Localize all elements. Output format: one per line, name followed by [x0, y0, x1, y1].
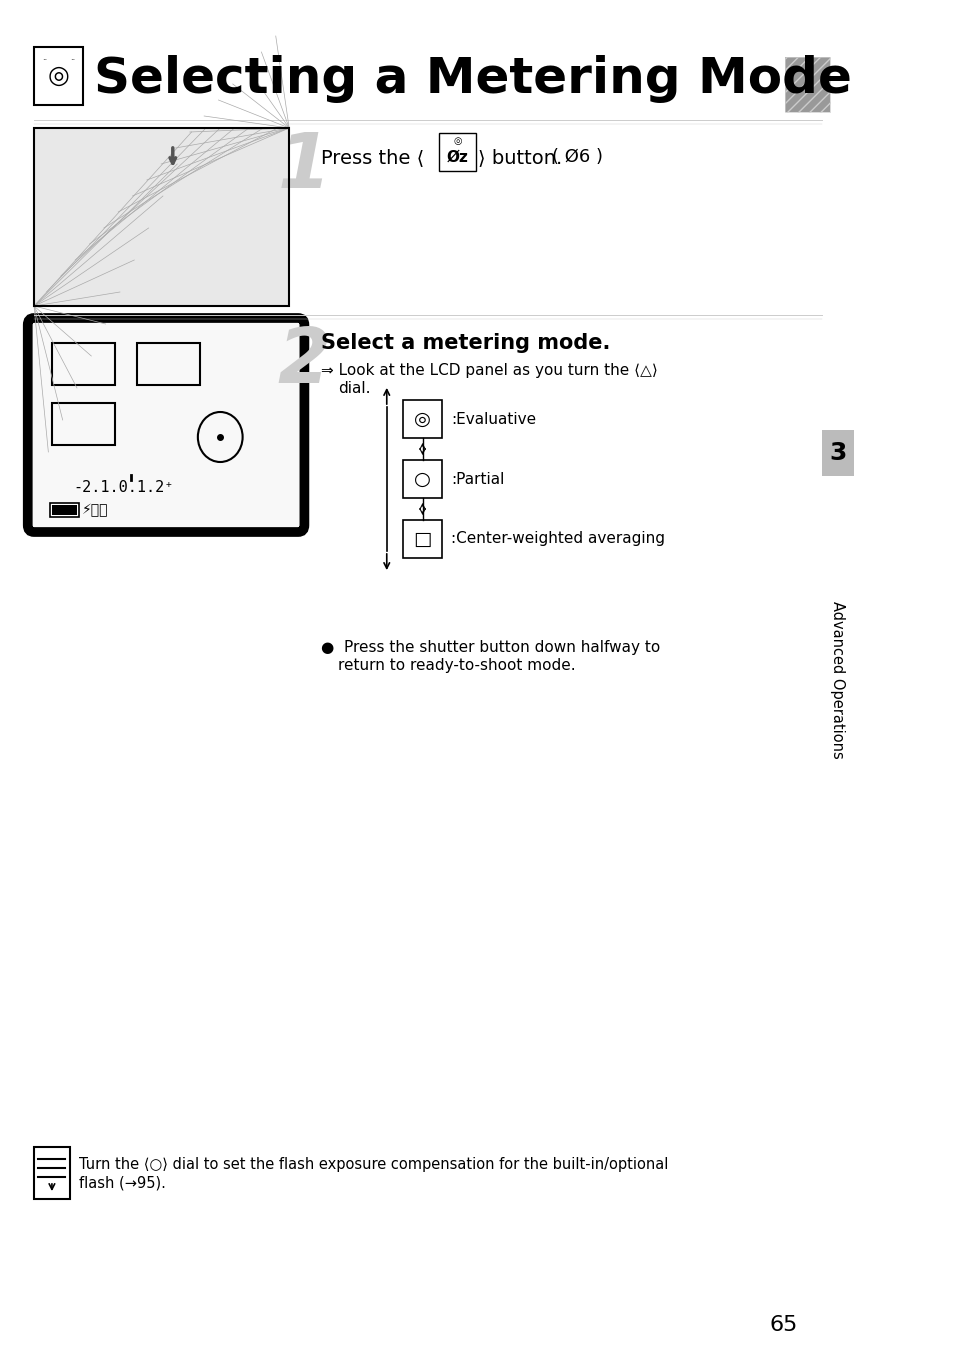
Bar: [402, 401, 442, 438]
Text: Press the ⟨: Press the ⟨: [320, 148, 423, 167]
Bar: [137, 343, 199, 384]
Text: □: □: [413, 530, 432, 549]
FancyBboxPatch shape: [28, 318, 304, 532]
Text: Turn the ⟨○⟩ dial to set the flash exposure compensation for the built-in/option: Turn the ⟨○⟩ dial to set the flash expos…: [79, 1157, 667, 1172]
Text: ⇒ Look at the LCD panel as you turn the ⟨△⟩: ⇒ Look at the LCD panel as you turn the …: [320, 363, 657, 378]
Text: 2: 2: [277, 325, 331, 399]
Text: ○: ○: [414, 469, 431, 488]
Bar: [51, 503, 79, 517]
Text: ◎: ◎: [453, 136, 461, 146]
Bar: [402, 519, 442, 558]
Text: 1: 1: [277, 130, 331, 204]
Bar: [784, 57, 829, 112]
Text: dial.: dial.: [338, 380, 371, 397]
Bar: [51, 343, 114, 384]
Bar: [34, 1147, 70, 1199]
Text: ⟩ button.: ⟩ button.: [477, 148, 561, 167]
Text: ●  Press the shutter button down halfway to: ● Press the shutter button down halfway …: [320, 639, 659, 656]
Bar: [438, 134, 476, 171]
Text: Advanced Operations: Advanced Operations: [830, 602, 844, 759]
Bar: [34, 47, 83, 105]
Bar: [784, 57, 829, 112]
Text: :Partial: :Partial: [451, 472, 504, 487]
Text: ( Ø6 ): ( Ø6 ): [552, 148, 602, 166]
Text: Selecting a Metering Mode: Selecting a Metering Mode: [94, 55, 851, 103]
Text: flash (→95).: flash (→95).: [79, 1175, 166, 1190]
Text: :Evaluative: :Evaluative: [451, 411, 536, 426]
Text: ⚡ＹＺ: ⚡ＹＺ: [82, 503, 108, 517]
Text: return to ready-to-shoot mode.: return to ready-to-shoot mode.: [338, 658, 576, 673]
Text: ..: ..: [42, 53, 48, 62]
Text: 3: 3: [828, 441, 845, 465]
Bar: [51, 505, 77, 515]
Bar: [51, 403, 114, 445]
Text: -2.1.0.1.2⁺: -2.1.0.1.2⁺: [73, 479, 173, 495]
Bar: [34, 128, 289, 306]
Text: :Center-weighted averaging: :Center-weighted averaging: [451, 532, 664, 546]
Text: 65: 65: [769, 1315, 798, 1336]
Text: ◎: ◎: [48, 63, 70, 88]
Bar: [34, 128, 289, 306]
Text: ..: ..: [70, 53, 75, 62]
Bar: [402, 460, 442, 498]
Text: Select a metering mode.: Select a metering mode.: [320, 333, 609, 353]
Bar: [821, 430, 853, 476]
Text: Øz: Øz: [446, 150, 468, 165]
Text: ◎: ◎: [414, 410, 431, 429]
